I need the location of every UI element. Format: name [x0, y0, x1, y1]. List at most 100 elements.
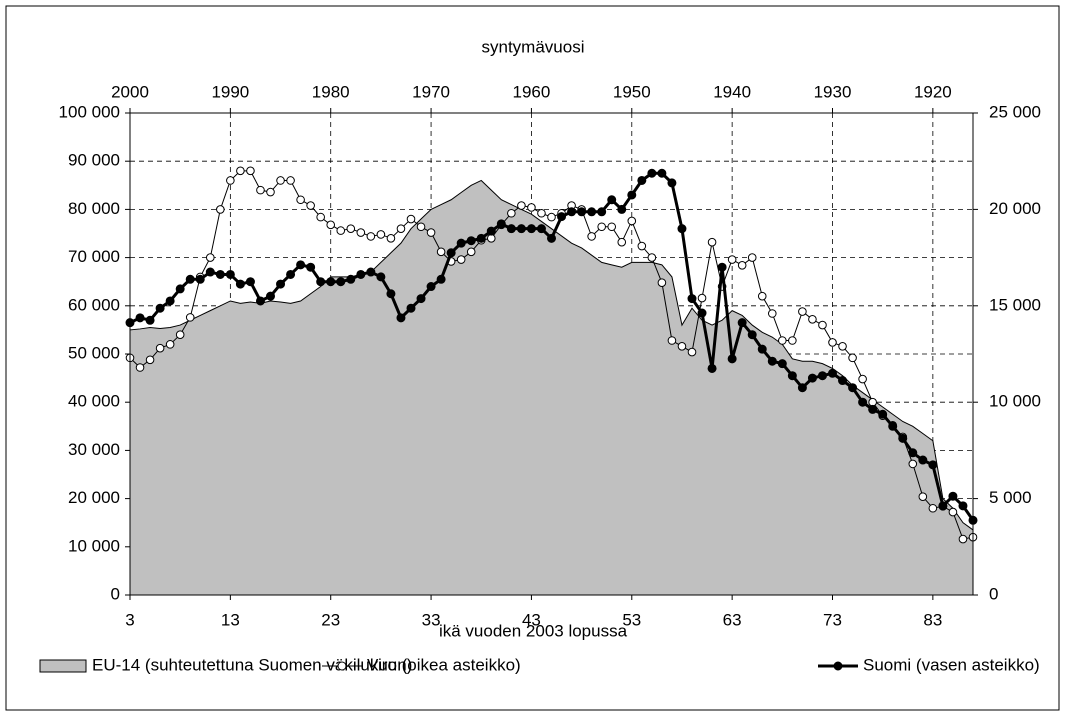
marker: [928, 503, 938, 513]
marker: [496, 219, 506, 229]
marker: [516, 224, 526, 234]
marker: [637, 241, 647, 251]
marker: [767, 309, 777, 318]
x-tick-label: 33: [422, 610, 441, 629]
marker: [547, 212, 556, 222]
marker: [466, 236, 476, 246]
marker: [165, 340, 175, 349]
marker: [727, 255, 737, 264]
marker: [747, 253, 757, 262]
marker: [818, 320, 827, 330]
marker: [406, 214, 416, 224]
marker: [597, 207, 607, 217]
marker: [958, 501, 968, 511]
marker: [517, 201, 526, 210]
marker: [456, 255, 466, 264]
x2-tick-label: 2000: [111, 82, 149, 101]
marker: [817, 371, 827, 381]
x2-axis-label: syntymävuosi: [482, 37, 585, 56]
marker: [948, 491, 958, 501]
y2-tick-label: 5 000: [989, 488, 1032, 507]
marker: [366, 232, 376, 241]
y-tick-label: 90 000: [68, 151, 120, 170]
marker: [667, 178, 677, 188]
marker: [807, 373, 817, 383]
marker: [306, 201, 315, 210]
marker: [958, 534, 968, 544]
marker: [286, 176, 295, 185]
marker: [456, 238, 466, 248]
marker: [205, 267, 215, 277]
marker: [326, 277, 336, 287]
marker: [235, 279, 245, 289]
marker: [155, 303, 165, 313]
marker: [727, 354, 737, 364]
marker: [557, 212, 567, 222]
marker: [788, 336, 797, 345]
marker: [607, 222, 617, 232]
y-tick-label: 0: [111, 584, 120, 603]
marker: [276, 279, 286, 289]
marker: [386, 289, 396, 299]
y2-tick-label: 10 000: [989, 392, 1041, 411]
marker: [858, 397, 868, 407]
marker: [808, 314, 817, 324]
x2-tick-label: 1970: [412, 82, 450, 101]
marker: [135, 363, 145, 372]
legend-label: Suomi (vasen asteikko): [863, 655, 1040, 674]
marker: [948, 507, 958, 517]
marker: [627, 190, 637, 200]
marker: [506, 224, 516, 234]
marker: [647, 168, 657, 178]
marker: [687, 347, 697, 357]
x2-tick-label: 1980: [312, 82, 350, 101]
x-tick-label: 73: [823, 610, 842, 629]
y2-tick-label: 15 000: [989, 295, 1041, 314]
marker: [657, 168, 667, 178]
marker: [747, 330, 757, 340]
y2-tick-label: 25 000: [989, 102, 1041, 121]
marker: [195, 274, 205, 284]
marker: [607, 195, 617, 205]
marker: [416, 294, 426, 304]
marker: [226, 176, 235, 185]
marker: [165, 296, 175, 306]
marker: [757, 291, 767, 301]
marker: [286, 269, 296, 279]
marker: [426, 282, 436, 292]
marker: [697, 293, 707, 303]
legend-marker: [337, 661, 347, 671]
marker: [677, 341, 687, 351]
marker: [155, 343, 165, 353]
y2-tick-label: 20 000: [989, 199, 1041, 218]
marker: [647, 253, 657, 262]
marker: [928, 460, 938, 470]
marker: [336, 226, 346, 235]
marker: [848, 353, 857, 363]
marker: [507, 208, 516, 218]
marker: [527, 203, 536, 212]
marker: [637, 175, 647, 185]
marker: [908, 448, 918, 458]
marker: [787, 371, 797, 381]
marker: [246, 166, 255, 176]
marker: [466, 247, 476, 257]
y-tick-label: 100 000: [59, 102, 120, 121]
marker: [316, 277, 326, 287]
marker: [416, 222, 426, 232]
marker: [526, 224, 536, 234]
marker: [185, 274, 195, 284]
y-tick-label: 10 000: [68, 536, 120, 555]
x-tick-label: 63: [723, 610, 742, 629]
x-tick-label: 43: [522, 610, 541, 629]
marker: [797, 383, 807, 393]
marker: [266, 291, 275, 301]
marker: [245, 277, 255, 287]
marker: [717, 262, 727, 272]
marker: [215, 269, 225, 279]
marker: [175, 284, 185, 294]
marker: [828, 368, 837, 378]
y-tick-label: 40 000: [68, 392, 120, 411]
marker: [396, 224, 406, 233]
